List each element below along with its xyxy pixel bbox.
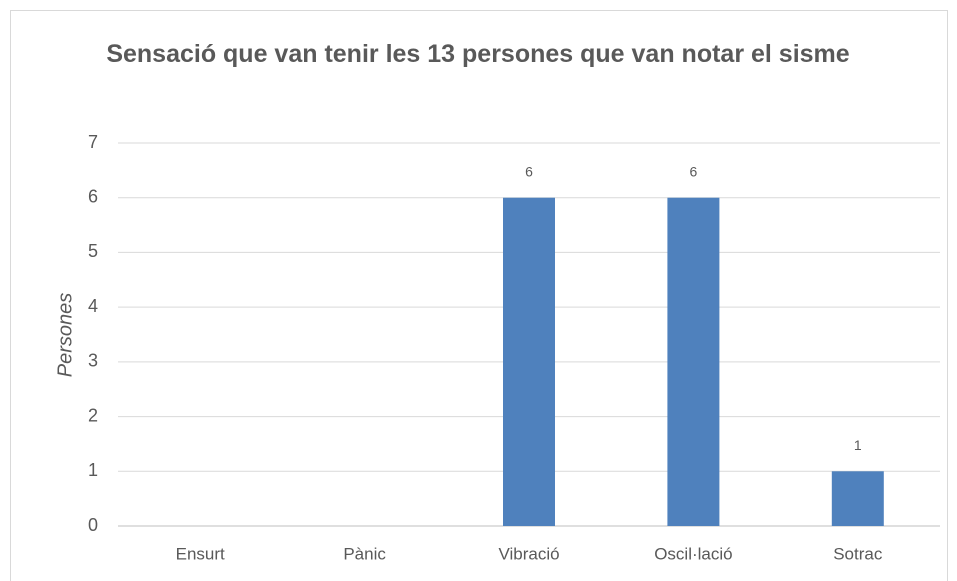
y-tick-label: 1 [88, 460, 98, 480]
bar [831, 471, 884, 526]
chart-title: Sensació que van tenir les 13 persones q… [106, 40, 850, 68]
y-tick-label: 0 [88, 515, 98, 535]
x-tick-label: Sotrac [833, 544, 883, 563]
data-label: 1 [854, 437, 862, 453]
chart-border [10, 10, 948, 581]
x-tick-label: Pànic [343, 544, 386, 563]
y-tick-label: 7 [88, 132, 98, 152]
x-tick-label: Ensurt [176, 544, 225, 563]
y-tick-label: 2 [88, 405, 98, 425]
data-label: 6 [525, 163, 533, 179]
y-tick-label: 6 [88, 186, 98, 206]
y-tick-label: 4 [88, 296, 98, 316]
y-tick-label: 3 [88, 351, 98, 371]
bar [667, 197, 720, 526]
x-tick-label: Oscil·lació [654, 544, 732, 563]
data-label: 6 [690, 163, 698, 179]
bar [503, 197, 555, 526]
x-tick-label: Vibració [498, 544, 559, 563]
y-axis-label: Persones [54, 293, 76, 378]
y-tick-label: 5 [88, 241, 98, 261]
